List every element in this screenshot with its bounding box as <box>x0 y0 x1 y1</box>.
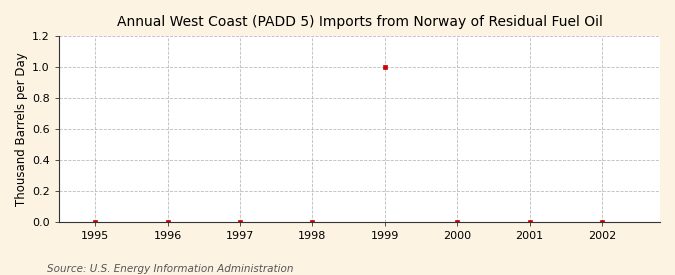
Y-axis label: Thousand Barrels per Day: Thousand Barrels per Day <box>15 52 28 206</box>
Title: Annual West Coast (PADD 5) Imports from Norway of Residual Fuel Oil: Annual West Coast (PADD 5) Imports from … <box>117 15 602 29</box>
Text: Source: U.S. Energy Information Administration: Source: U.S. Energy Information Administ… <box>47 264 294 274</box>
